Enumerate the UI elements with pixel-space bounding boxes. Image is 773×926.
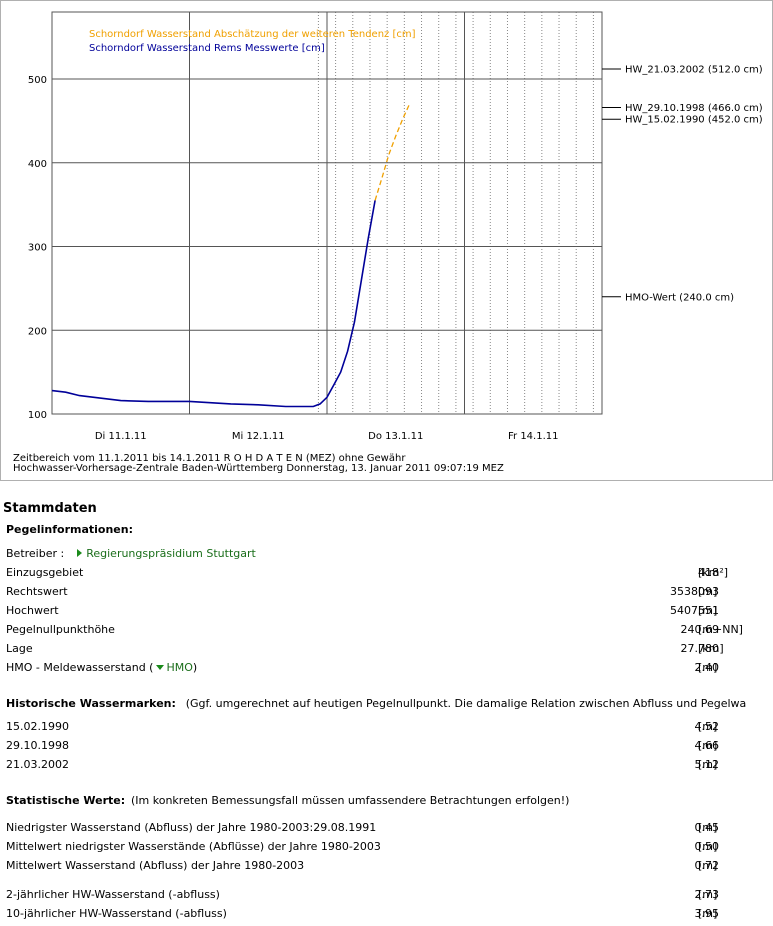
legend-messwerte: Schorndorf Wasserstand Rems Messwerte [c… bbox=[89, 43, 325, 54]
hist-row: 21.03.2002 5.12 [m] bbox=[0, 758, 773, 777]
x-tick-label: Mi 12.1.11 bbox=[232, 431, 285, 442]
reference-label: HMO-Wert (240.0 cm) bbox=[625, 292, 734, 303]
info-value: 240.69 bbox=[680, 623, 720, 636]
reference-label: HW_15.02.1990 (452.0 cm) bbox=[625, 115, 763, 126]
hist-unit: [m] bbox=[698, 720, 718, 733]
series-tendenz-line bbox=[374, 103, 411, 201]
stat-label: Mittelwert Wasserstand (Abfluss) der Jah… bbox=[6, 859, 305, 872]
betreiber-row: Betreiber : Regierungspräsidium Stuttgar… bbox=[0, 547, 773, 566]
hist-value: 5.12 bbox=[694, 758, 720, 771]
reference-label: HW_29.10.1998 (466.0 cm) bbox=[625, 103, 763, 114]
y-tick-label: 500 bbox=[28, 75, 47, 86]
chart-footer-2: Hochwasser-Vorhersage-Zentrale Baden-Wür… bbox=[13, 463, 504, 474]
info-row: Rechtswert 3538093 [m] bbox=[0, 585, 773, 604]
stat-value: 0.50 bbox=[694, 840, 720, 853]
hist-label: 29.10.1998 bbox=[6, 739, 69, 752]
info-value: 5407551 bbox=[670, 604, 719, 617]
stat-label: Mittelwert niedrigster Wasserstände (Abf… bbox=[6, 840, 381, 853]
info-label: Einzugsgebiet bbox=[6, 566, 84, 579]
info-label: Hochwert bbox=[6, 604, 59, 617]
stat-unit: [m] bbox=[698, 840, 718, 853]
info-value: 418 bbox=[698, 566, 719, 579]
chart-footer-1: Zeitbereich vom 11.1.2011 bis 14.1.2011 … bbox=[13, 453, 406, 464]
arrow-right-icon bbox=[77, 549, 83, 557]
y-tick-label: 200 bbox=[28, 326, 47, 337]
hist-heading: Historische Wassermarken: (Ggf. umgerech… bbox=[6, 697, 747, 710]
info-unit: [km²] bbox=[698, 566, 729, 579]
arrow-down-icon bbox=[156, 665, 165, 670]
info-label: Lage bbox=[6, 642, 33, 655]
hw-value: 3.95 bbox=[694, 907, 720, 920]
info-unit: [km] bbox=[698, 642, 724, 655]
stat-note: (Im konkreten Bemessungsfall müssen umfa… bbox=[131, 794, 570, 807]
info-unit: [m] bbox=[698, 585, 718, 598]
hist-unit: [m] bbox=[698, 739, 718, 752]
pegel-heading: Pegelinformationen: bbox=[6, 523, 133, 536]
hist-row: 15.02.1990 4.52 [m] bbox=[0, 720, 773, 739]
series-messwerte-line bbox=[51, 200, 376, 408]
stat-unit: [m] bbox=[698, 821, 718, 834]
water-level-chart: 100 200 300 400 500 Di 11.1.11 Mi 12.1.11 Do 13… bbox=[13, 11, 763, 474]
legend-tendenz: Schorndorf Wasserstand Abschätzung der w… bbox=[89, 29, 416, 40]
reference-label: HW_21.03.2002 (512.0 cm) bbox=[625, 64, 763, 75]
info-unit: [m] bbox=[698, 604, 718, 617]
stat-heading: Statistische Werte: (Im konkreten Bemess… bbox=[6, 794, 570, 807]
x-tick-label: Di 11.1.11 bbox=[95, 431, 147, 442]
info-unit: [m+NN] bbox=[698, 623, 743, 636]
hw-value: 2.73 bbox=[694, 888, 720, 901]
hist-row: 29.10.1998 4.66 [m] bbox=[0, 739, 773, 758]
stat-row: Niedrigster Wasserstand (Abfluss) der Ja… bbox=[0, 821, 773, 840]
x-tick-label: Do 13.1.11 bbox=[368, 431, 423, 442]
info-label: Pegelnullpunkthöhe bbox=[6, 623, 115, 636]
stat-label: Niedrigster Wasserstand (Abfluss) der Ja… bbox=[6, 821, 377, 834]
hmo-row: HMO - Meldewasserstand (HMO) 2.40 [m] bbox=[6, 661, 720, 674]
y-tick-label: 100 bbox=[28, 410, 47, 421]
hw-label: 2-jährlicher HW-Wasserstand (-abfluss) bbox=[6, 888, 220, 901]
hist-note: (Ggf. umgerechnet auf heutigen Pegelnull… bbox=[185, 697, 747, 710]
hist-unit: [m] bbox=[698, 758, 718, 771]
betreiber-label: Betreiber : bbox=[6, 547, 65, 560]
betreiber-link[interactable]: Regierungspräsidium Stuttgart bbox=[77, 547, 256, 560]
stat-value: 0.45 bbox=[694, 821, 720, 834]
hw-unit: [m] bbox=[698, 907, 718, 920]
chart-frame: 100 200 300 400 500 Di 11.1.11 Mi 12.1.11 Do 13… bbox=[0, 0, 773, 481]
stat-value: 0.72 bbox=[694, 859, 720, 872]
x-tick-label: Fr 14.1.11 bbox=[508, 431, 558, 442]
hw-unit: [m] bbox=[698, 888, 718, 901]
hmo-value: 2.40 bbox=[694, 661, 720, 674]
info-value: 3538093 bbox=[670, 585, 719, 598]
hist-label: 21.03.2002 bbox=[6, 758, 69, 771]
hist-value: 4.52 bbox=[694, 720, 720, 733]
info-row: Lage 27.780 [km] bbox=[0, 642, 773, 661]
hw-row: 2-jährlicher HW-Wasserstand (-abfluss) 2.… bbox=[0, 888, 773, 907]
hw-label: 10-jährlicher HW-Wasserstand (-abfluss) bbox=[6, 907, 227, 920]
stat-unit: [m] bbox=[698, 859, 718, 872]
plot-frame bbox=[51, 11, 603, 415]
info-value: 27.780 bbox=[680, 642, 720, 655]
section-title: Stammdaten bbox=[3, 501, 97, 516]
hmo-unit: [m] bbox=[698, 661, 718, 674]
stat-row: Mittelwert Wasserstand (Abfluss) der Jah… bbox=[0, 859, 773, 878]
info-row: Einzugsgebiet 418 [km²] bbox=[0, 566, 773, 585]
hw-row: 10-jährlicher HW-Wasserstand (-abfluss) 3… bbox=[0, 907, 773, 926]
hist-label: 15.02.1990 bbox=[6, 720, 69, 733]
stat-row: Mittelwert niedrigster Wasserstände (Abf… bbox=[0, 840, 773, 859]
hist-value: 4.66 bbox=[694, 739, 720, 752]
y-tick-label: 300 bbox=[28, 243, 47, 254]
hmo-label: HMO - Meldewasserstand ( bbox=[6, 661, 154, 674]
info-row: Pegelnullpunkthöhe 240.69 [m+NN] bbox=[0, 623, 773, 642]
y-tick-label: 400 bbox=[28, 159, 47, 170]
hmo-link[interactable]: HMO bbox=[153, 661, 193, 674]
info-row: Hochwert 5407551 [m] bbox=[0, 604, 773, 623]
info-label: Rechtswert bbox=[6, 585, 68, 598]
